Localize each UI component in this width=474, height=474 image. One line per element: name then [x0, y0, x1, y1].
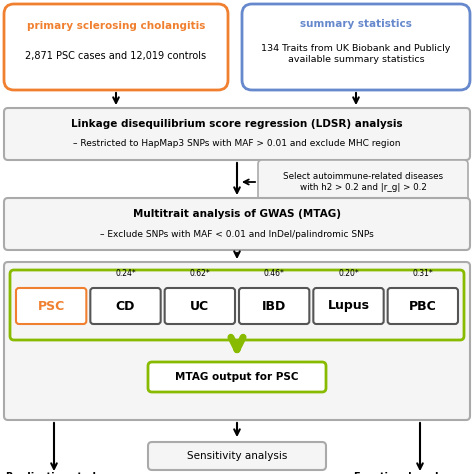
Text: 134 Traits from UK Biobank and Publicly
available summary statistics: 134 Traits from UK Biobank and Publicly … [261, 44, 451, 64]
Text: – Exclude SNPs with MAF < 0.01 and InDel/palindromic SNPs: – Exclude SNPs with MAF < 0.01 and InDel… [100, 229, 374, 238]
Text: 0.46*: 0.46* [264, 269, 284, 278]
Text: Functional analyses and: Functional analyses and [354, 472, 474, 474]
FancyBboxPatch shape [388, 288, 458, 324]
Text: 2,871 PSC cases and 12,019 controls: 2,871 PSC cases and 12,019 controls [26, 51, 207, 61]
FancyBboxPatch shape [4, 262, 470, 420]
FancyBboxPatch shape [16, 288, 86, 324]
FancyBboxPatch shape [10, 270, 464, 340]
Text: PBC: PBC [409, 300, 437, 312]
FancyBboxPatch shape [148, 442, 326, 470]
FancyBboxPatch shape [164, 288, 235, 324]
Text: IBD: IBD [262, 300, 286, 312]
Text: 0.31*: 0.31* [412, 269, 433, 278]
Text: CD: CD [116, 300, 135, 312]
Text: Lupus: Lupus [328, 300, 370, 312]
Text: PSC: PSC [37, 300, 65, 312]
Text: – Restricted to HapMap3 SNPs with MAF > 0.01 and exclude MHC region: – Restricted to HapMap3 SNPs with MAF > … [73, 139, 401, 148]
FancyBboxPatch shape [258, 160, 468, 204]
FancyBboxPatch shape [4, 108, 470, 160]
Text: MTAG output for PSC: MTAG output for PSC [175, 372, 299, 382]
FancyBboxPatch shape [148, 362, 326, 392]
FancyBboxPatch shape [313, 288, 383, 324]
FancyBboxPatch shape [239, 288, 310, 324]
FancyBboxPatch shape [4, 198, 470, 250]
Text: Linkage disequilibrium score regression (LDSR) analysis: Linkage disequilibrium score regression … [71, 119, 403, 129]
Text: UC: UC [190, 300, 210, 312]
Text: 0.20*: 0.20* [338, 269, 359, 278]
FancyBboxPatch shape [91, 288, 161, 324]
Text: 0.24*: 0.24* [115, 269, 136, 278]
Text: Select autoimmune-related diseases
with h2 > 0.2 and |r_g| > 0.2: Select autoimmune-related diseases with … [283, 173, 443, 191]
Text: summary statistics: summary statistics [300, 19, 412, 29]
Text: primary sclerosing cholangitis: primary sclerosing cholangitis [27, 21, 205, 31]
Text: 0.62*: 0.62* [190, 269, 210, 278]
Text: Multitrait analysis of GWAS (MTAG): Multitrait analysis of GWAS (MTAG) [133, 209, 341, 219]
Text: Replication study: Replication study [6, 472, 102, 474]
FancyBboxPatch shape [4, 4, 228, 90]
Text: Sensitivity analysis: Sensitivity analysis [187, 451, 287, 461]
FancyBboxPatch shape [242, 4, 470, 90]
